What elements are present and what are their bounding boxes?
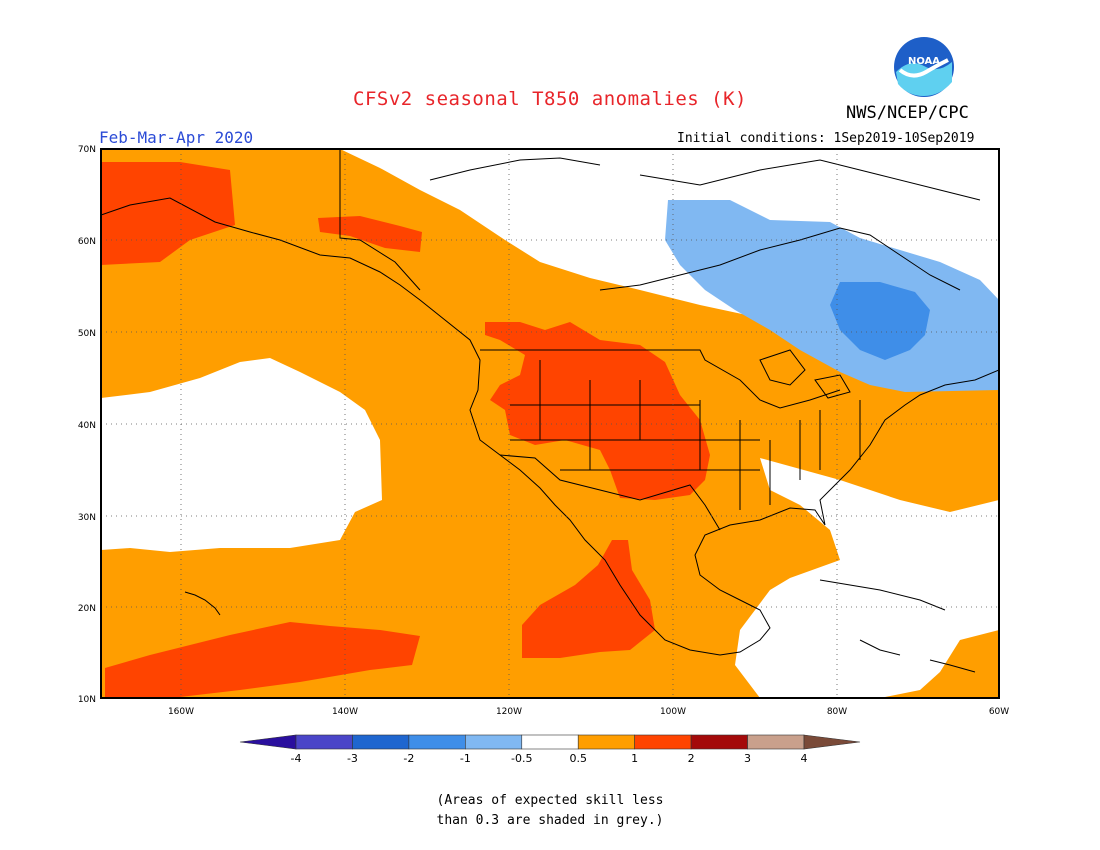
strong-warm-pacific-band [105,622,420,698]
us-mexico-border [499,454,721,531]
anomaly-field [101,149,999,698]
colorbar-swatch [521,734,579,750]
colorbar-swatch [295,734,353,750]
strong-warm-western-us [485,322,710,500]
colorbar-label: 0.5 [569,752,587,765]
strong-warm-canada [318,216,422,252]
longitude-labels: 160W 140W 120W 100W 80W 60W [168,707,1009,717]
hudson-bay-coast [599,227,961,291]
colorbar-label: 2 [688,752,695,765]
colorbar: -4 -3 -2 -1 -0.5 0.5 1 2 3 4 [239,734,861,765]
lon-label: 60W [989,707,1009,717]
colorbar-label: -4 [291,752,302,765]
colorbar-swatch [690,734,748,750]
lat-label: 30N [78,513,96,523]
colorbar-label: 3 [744,752,751,765]
alaska-border [339,149,421,291]
initial-conditions-label: Initial conditions: 1Sep2019-10Sep2019 [677,131,975,146]
lat-label: 50N [78,329,96,339]
strong-warm-alaska-west [101,162,235,265]
us-canada-border [480,349,841,409]
colorbar-label: 1 [631,752,638,765]
noaa-logo-text: NOAA [908,56,940,67]
map-frame [100,148,1000,699]
lat-label: 10N [78,695,96,705]
neutral-region-pacific [101,358,382,552]
latitude-labels: 70N 60N 50N 40N 30N 20N 10N [78,145,96,705]
arctic-islands [429,157,981,201]
colorbar-swatch [352,734,410,750]
strong-cool-anomaly-region [830,282,930,360]
colorbar-label: -2 [403,752,414,765]
lon-label: 120W [496,707,522,717]
season-label: Feb-Mar-Apr 2020 [99,128,254,147]
colorbar-swatch [408,734,466,750]
lat-label: 40N [78,421,96,431]
strong-warm-mexico [522,540,655,658]
neutral-region-atlantic [830,515,999,610]
colorbar-swatch [634,734,692,750]
lon-label: 160W [168,707,194,717]
footnote-line-1: (Areas of expected skill less [436,793,664,808]
hawaii [184,591,221,616]
colorbar-low-extension [239,734,297,750]
agency-label: NWS/NCEP/CPC [846,103,969,123]
great-lakes [759,349,851,399]
chart-title: CFSv2 seasonal T850 anomalies (K) [353,88,747,110]
lon-label: 140W [332,707,358,717]
lon-label: 100W [660,707,686,717]
lon-label: 80W [827,707,847,717]
caribbean-islands [819,579,976,673]
colorbar-swatch [577,734,635,750]
coastlines [101,149,999,673]
colorbar-label: -3 [347,752,358,765]
colorbar-label: -0.5 [511,752,532,765]
coastline-main [101,197,999,656]
state-borders [510,360,861,510]
lat-label: 60N [78,237,96,247]
colorbar-label: 4 [801,752,808,765]
noaa-logo: NOAA [894,37,954,97]
lat-label: 20N [78,604,96,614]
footnote-line-2: than 0.3 are shaded in grey.) [436,813,664,828]
lat-label: 70N [78,145,96,155]
colorbar-swatch [465,734,523,750]
colorbar-label: -1 [460,752,471,765]
colorbar-swatch [747,734,805,750]
colorbar-high-extension [803,734,861,750]
